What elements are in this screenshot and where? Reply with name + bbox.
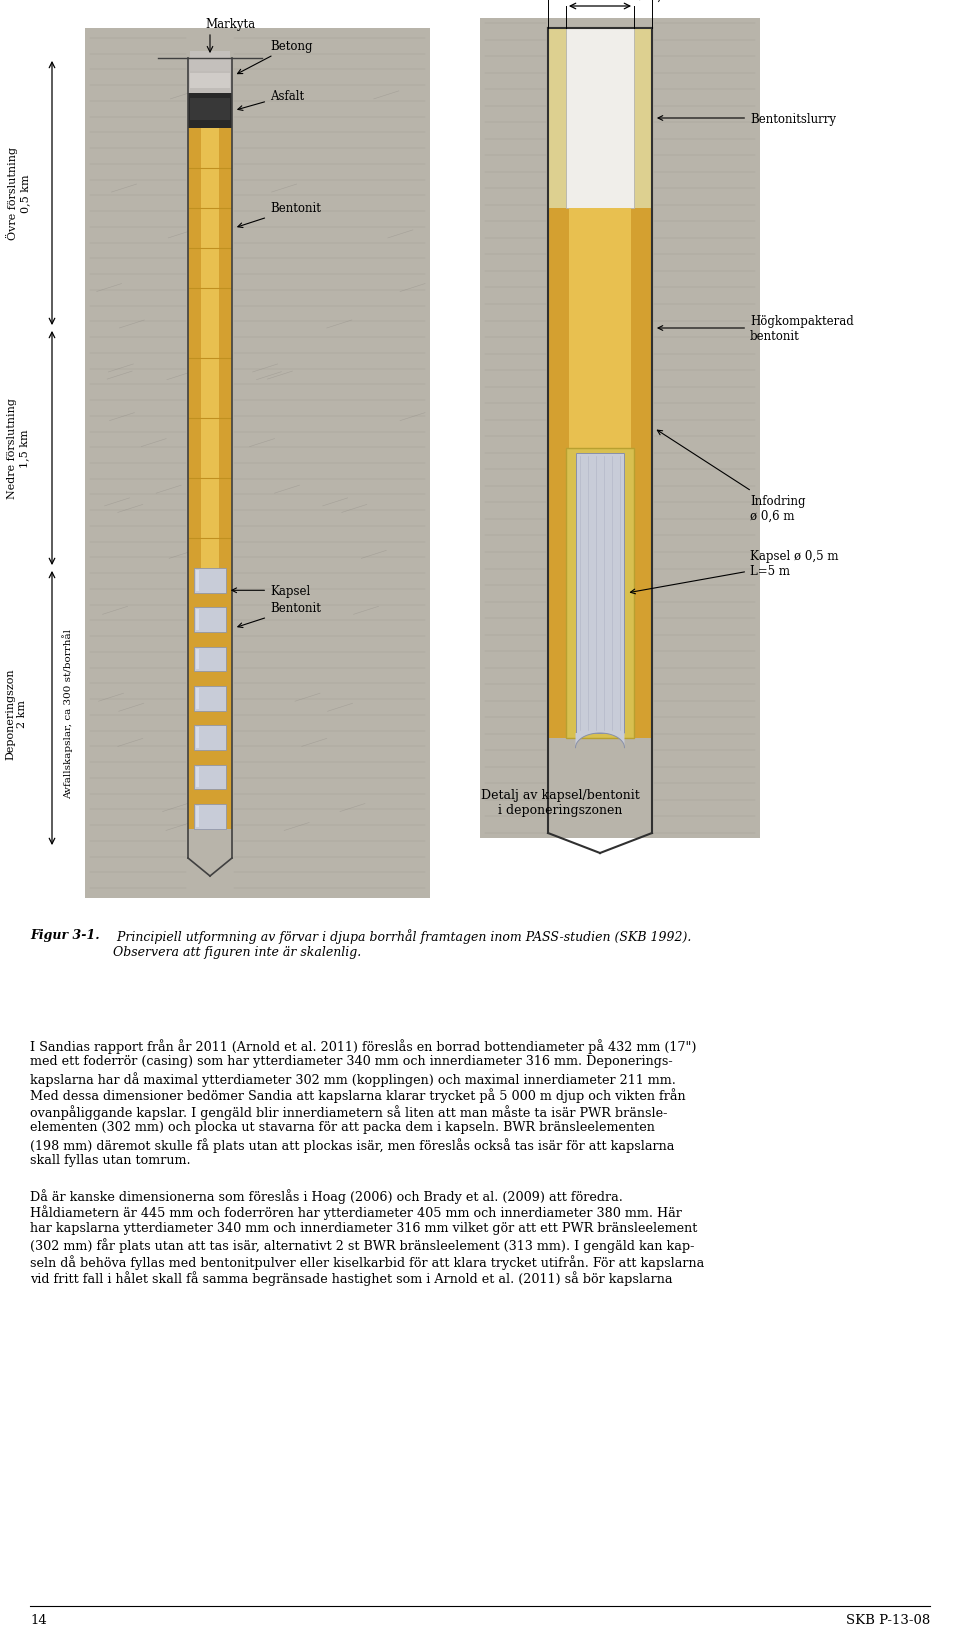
Text: Markyta: Markyta: [204, 18, 255, 31]
Polygon shape: [196, 689, 199, 709]
Polygon shape: [196, 649, 199, 669]
Text: 14: 14: [30, 1613, 47, 1627]
Text: ø 0,6 m: ø 0,6 m: [639, 0, 684, 3]
Polygon shape: [188, 765, 232, 789]
Text: Med dessa dimensioner bedömer Sandia att kapslarna klarar trycket på 5 000 m dju: Med dessa dimensioner bedömer Sandia att…: [30, 1088, 685, 1103]
Polygon shape: [202, 129, 219, 330]
Polygon shape: [188, 330, 232, 569]
Polygon shape: [188, 59, 232, 94]
Polygon shape: [569, 209, 631, 448]
Polygon shape: [190, 99, 230, 120]
Text: Högkompakterad
bentonit: Högkompakterad bentonit: [658, 315, 853, 343]
Polygon shape: [194, 608, 226, 633]
Polygon shape: [188, 593, 232, 608]
Polygon shape: [188, 608, 232, 633]
Text: elementen (302 mm) och plocka ut stavarna för att packa dem i kapseln. BWR bräns: elementen (302 mm) och plocka ut stavarn…: [30, 1121, 655, 1134]
Text: (198 mm) däremot skulle få plats utan att plockas isär, men föreslås också tas i: (198 mm) däremot skulle få plats utan at…: [30, 1137, 674, 1152]
Text: Kapsel: Kapsel: [232, 585, 310, 598]
Text: med ett foderrör (casing) som har ytterdiameter 340 mm och innerdiameter 316 mm.: med ett foderrör (casing) som har ytterd…: [30, 1055, 673, 1068]
Text: Figur 3-1.: Figur 3-1.: [30, 928, 100, 941]
Polygon shape: [194, 569, 226, 593]
Polygon shape: [566, 448, 634, 738]
Text: Detalj av kapsel/bentonit
i deponeringszonen: Detalj av kapsel/bentonit i deponeringsz…: [481, 788, 639, 816]
Polygon shape: [188, 672, 232, 687]
Polygon shape: [190, 53, 230, 73]
Text: ovanpåliggande kapslar. I gengäld blir innerdiametern så liten att man måste ta : ovanpåliggande kapslar. I gengäld blir i…: [30, 1104, 667, 1119]
Polygon shape: [575, 453, 624, 733]
Text: Bentonit: Bentonit: [238, 203, 321, 229]
Text: Principiell utformning av förvar i djupa borrhål framtagen inom PASS-studien (SK: Principiell utformning av förvar i djupa…: [113, 928, 691, 957]
Polygon shape: [85, 30, 430, 898]
Text: Övre förslutning
0,5 km: Övre förslutning 0,5 km: [6, 147, 30, 241]
Text: Bentonitslurry: Bentonitslurry: [658, 112, 836, 125]
Text: Kapsel ø 0,5 m
L=5 m: Kapsel ø 0,5 m L=5 m: [631, 550, 838, 595]
Polygon shape: [194, 687, 226, 710]
Text: vid fritt fall i hålet skall få samma begränsade hastighet som i Arnold et al. (: vid fritt fall i hålet skall få samma be…: [30, 1271, 673, 1285]
Text: seln då behöva fyllas med bentonitpulver eller kiselkarbid för att klara trycket: seln då behöva fyllas med bentonitpulver…: [30, 1254, 705, 1269]
Polygon shape: [188, 569, 232, 593]
Polygon shape: [188, 710, 232, 725]
Text: (302 mm) får plats utan att tas isär, alternativt 2 st BWR bränsleelement (313 m: (302 mm) får plats utan att tas isär, al…: [30, 1238, 694, 1252]
Text: Asfalt: Asfalt: [238, 91, 304, 112]
Polygon shape: [188, 633, 232, 648]
Polygon shape: [548, 448, 652, 738]
Text: Deponeringszon
2 km: Deponeringszon 2 km: [5, 667, 27, 760]
Text: Bentonit: Bentonit: [238, 602, 321, 628]
Polygon shape: [196, 768, 199, 788]
Polygon shape: [480, 20, 760, 839]
Polygon shape: [188, 648, 232, 672]
Text: Håldiametern är 445 mm och foderrören har ytterdiameter 405 mm och innerdiameter: Håldiametern är 445 mm och foderrören ha…: [30, 1205, 682, 1220]
Text: SKB P-13-08: SKB P-13-08: [846, 1613, 930, 1627]
Polygon shape: [196, 570, 199, 592]
Polygon shape: [188, 94, 232, 129]
Text: skall fyllas utan tomrum.: skall fyllas utan tomrum.: [30, 1154, 191, 1167]
Polygon shape: [188, 804, 232, 829]
Text: I Sandias rapport från år 2011 (Arnold et al. 2011) föreslås en borrad bottendia: I Sandias rapport från år 2011 (Arnold e…: [30, 1038, 697, 1053]
Text: Då är kanske dimensionerna som föreslås i Hoag (2006) och Brady et al. (2009) at: Då är kanske dimensionerna som föreslås …: [30, 1188, 623, 1203]
Polygon shape: [202, 330, 219, 569]
Polygon shape: [190, 74, 230, 89]
Polygon shape: [194, 648, 226, 672]
Text: Nedre förslutning
1,5 km: Nedre förslutning 1,5 km: [7, 399, 29, 499]
Polygon shape: [196, 806, 199, 827]
Text: kapslarna har då maximal ytterdiameter 302 mm (kopplingen) och maximal innerdiam: kapslarna har då maximal ytterdiameter 3…: [30, 1071, 676, 1086]
Polygon shape: [548, 30, 652, 209]
Polygon shape: [188, 129, 232, 330]
Polygon shape: [188, 687, 232, 710]
Polygon shape: [548, 209, 652, 448]
Polygon shape: [196, 728, 199, 748]
Text: Betong: Betong: [237, 40, 313, 74]
Polygon shape: [188, 750, 232, 765]
Polygon shape: [194, 765, 226, 789]
Polygon shape: [188, 789, 232, 804]
Polygon shape: [196, 610, 199, 631]
Polygon shape: [194, 725, 226, 750]
Polygon shape: [194, 804, 226, 829]
Text: Avfallskapslar, ca 300 st/borrhål: Avfallskapslar, ca 300 st/borrhål: [62, 628, 73, 799]
Text: har kapslarna ytterdiameter 340 mm och innerdiameter 316 mm vilket gör att ett P: har kapslarna ytterdiameter 340 mm och i…: [30, 1221, 697, 1234]
Polygon shape: [188, 725, 232, 750]
Polygon shape: [566, 30, 634, 209]
Text: Infodring
ø 0,6 m: Infodring ø 0,6 m: [658, 430, 805, 522]
